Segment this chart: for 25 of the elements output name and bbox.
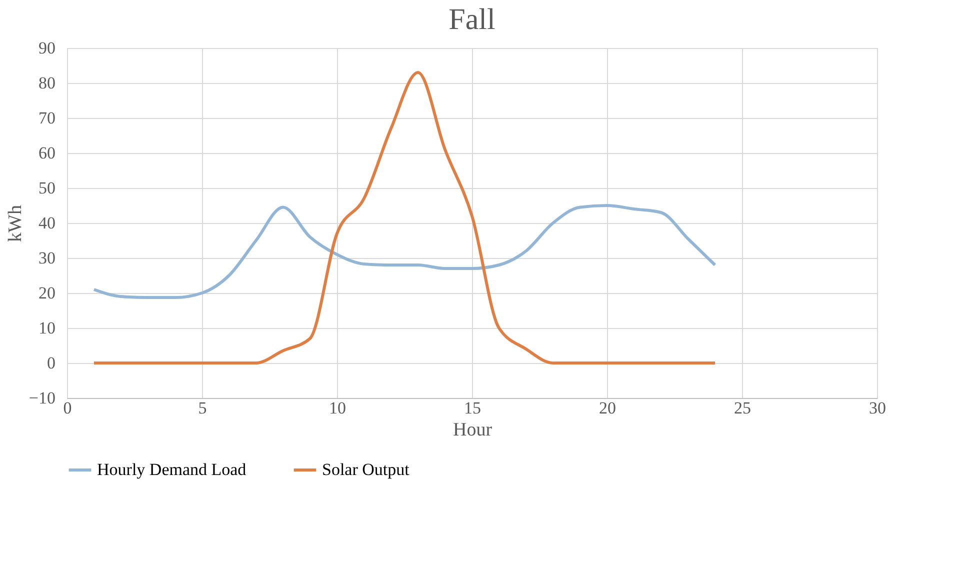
y-tick-label: 20 bbox=[38, 284, 56, 302]
legend-label: Hourly Demand Load bbox=[97, 460, 247, 479]
chart-title: Fall bbox=[448, 3, 496, 36]
x-tick-label: 30 bbox=[869, 398, 886, 418]
x-axis-title: Hour bbox=[452, 420, 493, 440]
x-tick-label: 0 bbox=[63, 398, 72, 418]
legend-label: Solar Output bbox=[322, 460, 410, 479]
y-tick-label: 40 bbox=[38, 214, 56, 232]
y-tick-label: 70 bbox=[38, 108, 56, 128]
x-tick-label: 5 bbox=[198, 398, 207, 418]
y-tick-label: 10 bbox=[38, 318, 56, 338]
x-tick-label: 25 bbox=[734, 398, 751, 418]
y-tick-label: 30 bbox=[38, 248, 56, 268]
line-series bbox=[92, 71, 716, 364]
x-tick-label: 10 bbox=[329, 398, 346, 418]
x-tick-label: 20 bbox=[599, 398, 616, 418]
y-tick-label: 50 bbox=[38, 178, 56, 198]
x-tick-label: 15 bbox=[464, 398, 481, 418]
y-tick-label: 60 bbox=[38, 144, 56, 162]
y-tick-label: −10 bbox=[28, 388, 56, 408]
y-tick-label: 80 bbox=[38, 74, 56, 92]
y-tick-label: 0 bbox=[47, 354, 56, 372]
y-axis-title: kWh bbox=[4, 204, 26, 242]
line-series bbox=[92, 204, 716, 300]
y-tick-label: 90 bbox=[38, 38, 56, 58]
